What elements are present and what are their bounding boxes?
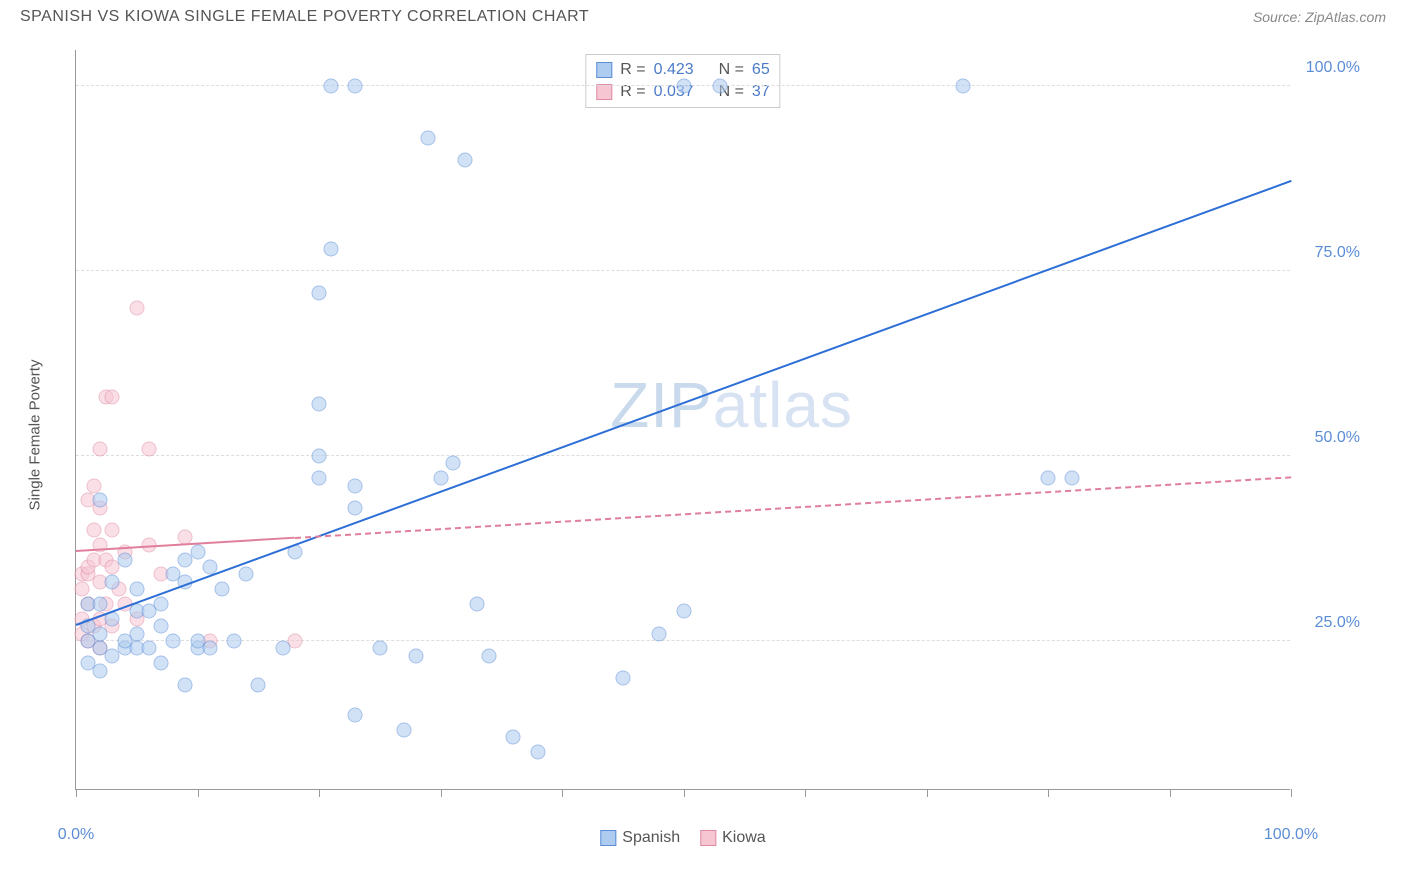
x-tick-label: 0.0%: [58, 826, 94, 844]
spanish-point: [312, 397, 327, 412]
gridline: [76, 270, 1290, 271]
kiowa-point: [87, 478, 102, 493]
spanish-point: [676, 604, 691, 619]
spanish-point: [154, 619, 169, 634]
spanish-point: [105, 574, 120, 589]
spanish-point: [469, 597, 484, 612]
spanish-point: [372, 641, 387, 656]
legend-item-kiowa: Kiowa: [700, 829, 766, 847]
y-tick-label: 100.0%: [1306, 59, 1360, 77]
gridline: [76, 455, 1290, 456]
spanish-point: [348, 79, 363, 94]
chart-container: Single Female Poverty ZIPatlas R = 0.423…: [50, 50, 1370, 820]
spanish-point: [457, 153, 472, 168]
x-tick: [441, 789, 442, 797]
spanish-point: [421, 130, 436, 145]
spanish-point: [214, 582, 229, 597]
kiowa-point: [105, 389, 120, 404]
spanish-point: [397, 722, 412, 737]
trend-line: [76, 180, 1292, 626]
series-legend: Spanish Kiowa: [600, 829, 765, 847]
spanish-point: [154, 656, 169, 671]
spanish-point: [202, 641, 217, 656]
spanish-point: [506, 730, 521, 745]
spanish-point: [129, 626, 144, 641]
spanish-point: [348, 478, 363, 493]
spanish-point: [166, 634, 181, 649]
x-tick-label: 100.0%: [1264, 826, 1318, 844]
spanish-point: [312, 286, 327, 301]
kiowa-point: [105, 523, 120, 538]
kiowa-point: [129, 301, 144, 316]
x-tick: [1291, 789, 1292, 797]
spanish-point: [676, 79, 691, 94]
spanish-point: [154, 597, 169, 612]
kiowa-point: [93, 441, 108, 456]
spanish-point: [141, 641, 156, 656]
spanish-point: [955, 79, 970, 94]
spanish-point: [93, 663, 108, 678]
spanish-point: [129, 582, 144, 597]
spanish-point: [251, 678, 266, 693]
y-tick-label: 25.0%: [1315, 614, 1360, 632]
trend-line: [295, 476, 1291, 539]
spanish-point: [615, 671, 630, 686]
spanish-point: [324, 241, 339, 256]
spanish-point: [93, 626, 108, 641]
legend-item-spanish: Spanish: [600, 829, 680, 847]
spanish-point: [312, 471, 327, 486]
chart-title: SPANISH VS KIOWA SINGLE FEMALE POVERTY C…: [20, 8, 589, 26]
kiowa-point: [75, 582, 90, 597]
x-tick: [1170, 789, 1171, 797]
y-axis-label: Single Female Poverty: [27, 360, 44, 511]
kiowa-point: [141, 441, 156, 456]
spanish-point: [1041, 471, 1056, 486]
x-tick: [76, 789, 77, 797]
x-tick: [319, 789, 320, 797]
x-tick: [927, 789, 928, 797]
spanish-point: [1065, 471, 1080, 486]
kiowa-point: [87, 523, 102, 538]
spanish-point: [348, 500, 363, 515]
gridline: [76, 640, 1290, 641]
x-tick: [684, 789, 685, 797]
plot-area: ZIPatlas R = 0.423 N = 65R = 0.037 N = 3…: [75, 50, 1290, 790]
spanish-point: [239, 567, 254, 582]
spanish-point: [117, 552, 132, 567]
spanish-point: [445, 456, 460, 471]
spanish-point: [482, 648, 497, 663]
spanish-point: [178, 678, 193, 693]
spanish-point: [93, 493, 108, 508]
spanish-point: [275, 641, 290, 656]
x-tick: [1048, 789, 1049, 797]
spanish-point: [312, 449, 327, 464]
spanish-point: [409, 648, 424, 663]
x-tick: [805, 789, 806, 797]
source-attribution: Source: ZipAtlas.com: [1253, 9, 1386, 25]
spanish-point: [433, 471, 448, 486]
spanish-point: [530, 745, 545, 760]
spanish-point: [652, 626, 667, 641]
x-tick: [198, 789, 199, 797]
x-tick: [562, 789, 563, 797]
y-tick-label: 50.0%: [1315, 429, 1360, 447]
watermark: ZIPatlas: [610, 368, 853, 442]
spanish-point: [226, 634, 241, 649]
y-tick-label: 75.0%: [1315, 244, 1360, 262]
spanish-point: [324, 79, 339, 94]
spanish-point: [712, 79, 727, 94]
spanish-point: [190, 545, 205, 560]
spanish-point: [348, 708, 363, 723]
spanish-point: [93, 597, 108, 612]
